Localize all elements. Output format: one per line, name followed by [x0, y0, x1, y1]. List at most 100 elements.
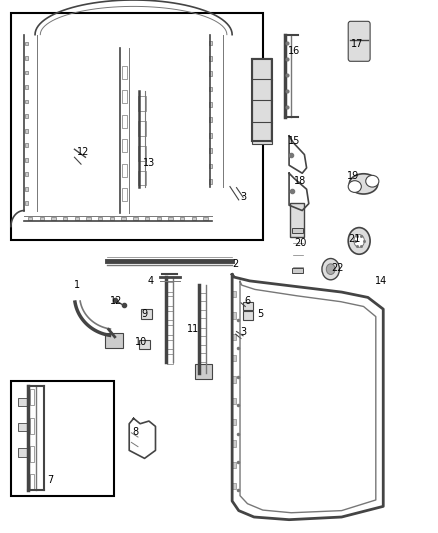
- Bar: [138, 171, 146, 185]
- Bar: [25, 187, 28, 191]
- Bar: [292, 228, 303, 233]
- Bar: [28, 217, 32, 220]
- Bar: [138, 121, 146, 136]
- Bar: [86, 217, 91, 220]
- Bar: [167, 325, 173, 335]
- Bar: [25, 71, 28, 75]
- Text: 8: 8: [133, 427, 139, 437]
- Bar: [105, 333, 123, 348]
- Bar: [252, 58, 272, 80]
- Bar: [30, 389, 34, 405]
- Bar: [25, 56, 28, 60]
- Bar: [200, 362, 206, 370]
- Bar: [25, 201, 28, 205]
- Bar: [63, 217, 67, 220]
- Bar: [25, 143, 28, 147]
- Bar: [167, 296, 173, 306]
- Bar: [200, 310, 206, 319]
- Bar: [232, 462, 236, 468]
- Ellipse shape: [349, 174, 378, 194]
- Bar: [209, 71, 212, 76]
- Bar: [122, 139, 127, 152]
- Text: 20: 20: [294, 238, 306, 247]
- Bar: [141, 309, 152, 319]
- Bar: [138, 146, 146, 160]
- Text: 2: 2: [233, 259, 239, 269]
- Bar: [232, 483, 236, 489]
- Text: 3: 3: [240, 192, 246, 202]
- Bar: [232, 312, 236, 319]
- Bar: [232, 355, 236, 361]
- Text: 7: 7: [47, 475, 53, 484]
- Bar: [209, 87, 212, 92]
- Bar: [138, 96, 146, 111]
- Text: 17: 17: [351, 39, 363, 49]
- Bar: [191, 217, 196, 220]
- Bar: [51, 217, 56, 220]
- Bar: [232, 291, 236, 297]
- Bar: [30, 446, 34, 462]
- Bar: [168, 217, 173, 220]
- Bar: [200, 328, 206, 336]
- Bar: [30, 417, 34, 433]
- Bar: [167, 354, 173, 364]
- Bar: [122, 164, 127, 177]
- Text: 21: 21: [349, 234, 361, 244]
- Text: 15: 15: [288, 136, 300, 146]
- Bar: [292, 268, 303, 273]
- Bar: [98, 217, 102, 220]
- Bar: [167, 311, 173, 320]
- Bar: [180, 217, 184, 220]
- Bar: [122, 90, 127, 103]
- Bar: [18, 448, 27, 457]
- Text: 9: 9: [141, 310, 148, 319]
- Bar: [167, 340, 173, 349]
- Bar: [121, 217, 126, 220]
- Bar: [209, 56, 212, 61]
- Bar: [232, 334, 236, 340]
- Bar: [139, 340, 150, 349]
- Bar: [203, 217, 208, 220]
- Bar: [232, 376, 236, 383]
- Bar: [209, 102, 212, 107]
- Bar: [25, 85, 28, 89]
- Bar: [252, 122, 272, 144]
- Bar: [25, 158, 28, 161]
- Bar: [232, 440, 236, 447]
- Text: 1: 1: [74, 280, 80, 290]
- Bar: [110, 217, 114, 220]
- Bar: [25, 114, 28, 118]
- Text: 4: 4: [148, 277, 154, 286]
- Bar: [75, 217, 79, 220]
- Bar: [209, 41, 212, 45]
- Text: 22: 22: [331, 263, 343, 272]
- Bar: [25, 100, 28, 103]
- Bar: [122, 115, 127, 128]
- Text: 10: 10: [135, 337, 147, 347]
- Bar: [209, 117, 212, 122]
- Bar: [122, 66, 127, 79]
- Bar: [232, 398, 236, 404]
- Bar: [25, 172, 28, 176]
- Bar: [243, 302, 253, 310]
- Text: 12: 12: [110, 296, 122, 306]
- Bar: [25, 42, 28, 45]
- Bar: [25, 129, 28, 133]
- Bar: [209, 179, 212, 184]
- Bar: [243, 311, 253, 320]
- Bar: [18, 398, 27, 406]
- Bar: [209, 133, 212, 138]
- Bar: [209, 148, 212, 153]
- Bar: [195, 364, 212, 379]
- Bar: [232, 419, 236, 425]
- Bar: [209, 164, 212, 168]
- Circle shape: [354, 235, 364, 247]
- Ellipse shape: [366, 175, 379, 187]
- Circle shape: [348, 228, 370, 254]
- Bar: [290, 203, 304, 237]
- Bar: [200, 345, 206, 353]
- Bar: [122, 188, 127, 201]
- Text: 16: 16: [288, 46, 300, 55]
- Circle shape: [326, 264, 335, 274]
- Bar: [145, 217, 149, 220]
